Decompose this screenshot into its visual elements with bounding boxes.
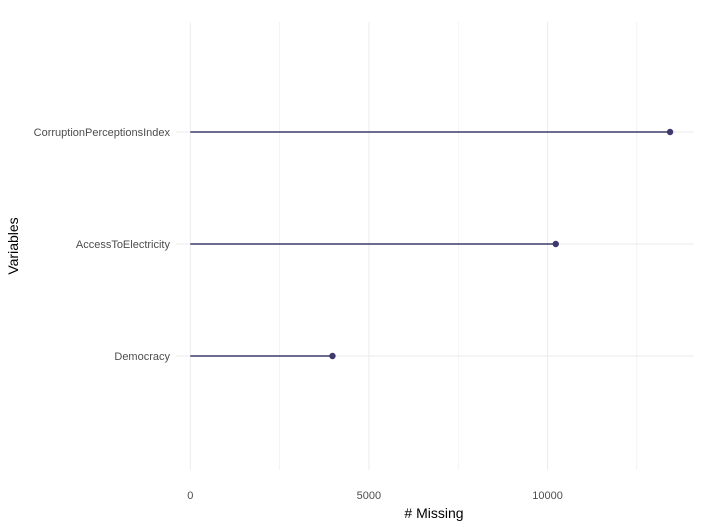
lollipop-point: [552, 240, 559, 248]
x-tick-label: 10000: [532, 490, 563, 502]
x-axis-title: # Missing: [404, 505, 463, 521]
lollipop-marks: [190, 128, 674, 360]
y-tick-label: Democracy: [114, 351, 170, 363]
lollipop-point: [329, 352, 336, 360]
y-axis-title: Variables: [5, 217, 21, 274]
lollipop-point: [666, 128, 674, 136]
x-tick-label: 5000: [357, 490, 381, 502]
x-tick-label: 0: [187, 490, 193, 502]
grid: [176, 22, 694, 470]
y-tick-label: CorruptionPerceptionsIndex: [34, 127, 171, 139]
y-axis-tick-labels: CorruptionPerceptionsIndex AccessToElectr…: [34, 127, 171, 363]
x-axis-tick-labels: 0 5000 10000: [187, 490, 563, 502]
y-tick-label: AccessToElectricity: [76, 239, 171, 251]
